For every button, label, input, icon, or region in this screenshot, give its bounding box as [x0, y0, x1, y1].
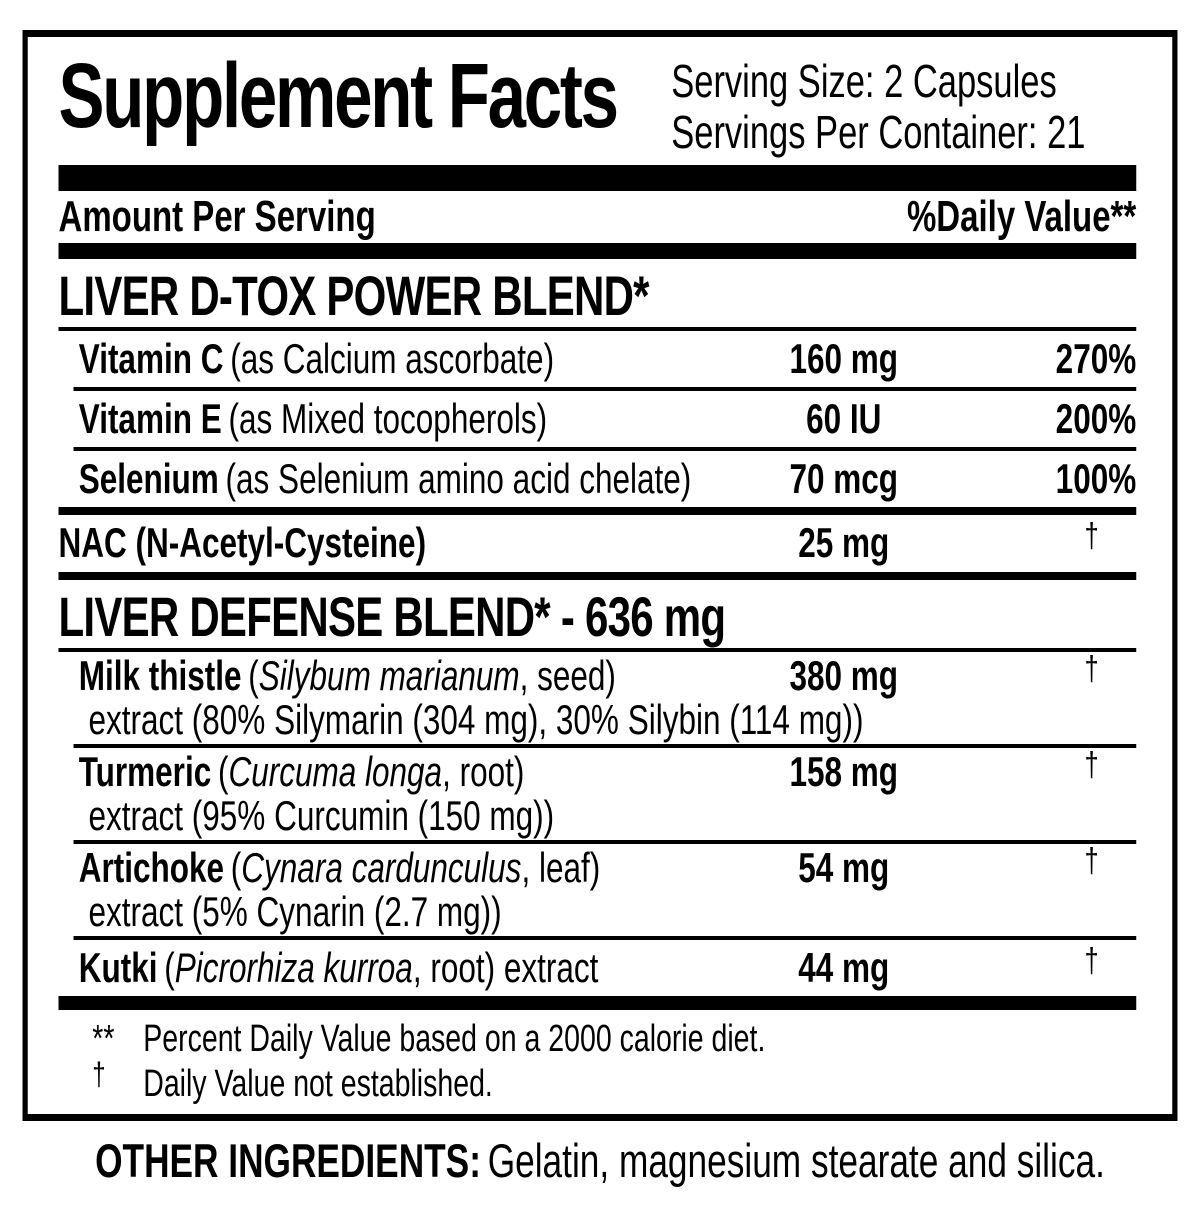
footnote-not-established: † Daily Value not established. [92, 1056, 493, 1106]
daily-value-label: %Daily Value** [906, 192, 1137, 242]
divider-heavy [58, 507, 1137, 516]
dagger-symbol: † [1084, 517, 1099, 556]
supplement-facts-panel: Supplement Facts Serving Size: 2 Capsule… [22, 30, 1178, 1121]
footnote-daily-value: ** Percent Daily Value based on a 2000 c… [92, 1018, 766, 1061]
ingredient-daily-value: † [964, 517, 1137, 565]
ingredient-name: Selenium (as Selenium amino acid chelate) [78, 455, 692, 503]
ingredient-daily-value: † [964, 841, 1137, 890]
table-row: Kutki (Picrorhiza kurroa, root) extract 4… [59, 940, 1137, 996]
divider-thin [73, 447, 1137, 452]
amount-per-serving-label: Amount Per Serving [58, 192, 376, 242]
latin-name: Silybum marianum [258, 651, 520, 699]
other-ingredients-label: OTHER INGREDIENTS: [95, 1133, 481, 1187]
ingredient-amount: 380 mg [789, 651, 899, 699]
divider-medium [58, 243, 1137, 260]
label-scale-wrapper: Supplement Facts Serving Size: 2 Capsule… [0, 30, 1200, 1187]
double-asterisk-marker: ** [92, 1018, 115, 1061]
footnotes: ** Percent Daily Value based on a 2000 c… [59, 1010, 1137, 1114]
ingredient-name: NAC (N-Acetyl-Cysteine) [58, 519, 427, 567]
divider-thin [73, 743, 1137, 748]
ingredient-name: Turmeric (Curcuma longa, root) [78, 747, 525, 795]
ingredient-amount: 70 mcg [789, 455, 899, 503]
table-row: Vitamin E (as Mixed tocopherols) 60 IU 20… [59, 391, 1137, 447]
section-title-dtox-blend: LIVER D-TOX POWER BLEND* [58, 264, 650, 328]
divider-thin [73, 839, 1137, 844]
table-row: Selenium (as Selenium amino acid chelate)… [59, 451, 1137, 507]
other-ingredients: OTHER INGREDIENTS: Gelatin, magnesium ste… [0, 1135, 1200, 1187]
ingredient-amount: 60 IU [806, 395, 882, 443]
other-ingredients-text: Gelatin, magnesium stearate and silica. [487, 1133, 1105, 1187]
divider-heavy [58, 571, 1137, 580]
dagger-marker: † [92, 1056, 106, 1093]
ingredient-name: Kutki (Picrorhiza kurroa, root) extract [78, 944, 599, 992]
divider-heavy [58, 996, 1137, 1011]
table-row: Milk thistle (Silybum marianum, seed) 380… [59, 649, 1137, 744]
table-row: Artichoke (Cynara cardunculus, leaf) 54 m… [59, 841, 1137, 936]
ingredient-daily-value: † [964, 649, 1137, 698]
latin-name: Picrorhiza kurroa [174, 944, 413, 992]
ingredient-daily-value: 100% [1055, 455, 1137, 503]
ingredient-daily-value: 270% [1055, 335, 1137, 383]
ingredient-daily-value: 200% [1055, 395, 1137, 443]
dagger-symbol: † [1084, 841, 1099, 880]
ingredient-extract-detail: extract (95% Curcumin (150 mg)) [88, 791, 555, 839]
column-headers: Amount Per Serving %Daily Value** [59, 191, 1137, 243]
divider-thin [73, 936, 1137, 941]
ingredient-amount: 44 mg [798, 944, 890, 992]
ingredient-daily-value: † [964, 745, 1137, 794]
table-row: Vitamin C (as Calcium ascorbate) 160 mg 2… [59, 331, 1137, 387]
ingredient-amount: 25 mg [798, 519, 890, 567]
divider-thin [58, 327, 1137, 332]
ingredient-name: Milk thistle (Silybum marianum, seed) [78, 651, 616, 699]
ingredient-amount: 160 mg [789, 335, 899, 383]
ingredient-amount: 158 mg [789, 747, 899, 795]
serving-info: Serving Size: 2 Capsules Servings Per Co… [671, 50, 1136, 157]
latin-name: Curcuma longa [228, 747, 443, 795]
table-row: Turmeric (Curcuma longa, root) 158 mg † e… [59, 745, 1137, 840]
servings-per-container: Servings Per Container: 21 [671, 105, 1086, 158]
latin-name: Cynara cardunculus [241, 843, 522, 891]
divider-thin [73, 387, 1137, 392]
ingredient-name: Vitamin E (as Mixed tocopherols) [78, 395, 548, 443]
table-row: NAC (N-Acetyl-Cysteine) 25 mg † [59, 515, 1137, 571]
ingredient-name: Vitamin C (as Calcium ascorbate) [78, 335, 555, 383]
panel-header: Supplement Facts Serving Size: 2 Capsule… [59, 50, 1137, 157]
supplement-facts-title: Supplement Facts [58, 45, 620, 147]
divider-thin [58, 647, 1137, 652]
dagger-symbol: † [1084, 649, 1099, 688]
serving-size: Serving Size: 2 Capsules [671, 55, 1057, 107]
ingredient-amount: 54 mg [798, 843, 890, 891]
ingredient-extract-detail: extract (80% Silymarin (304 mg), 30% Sil… [88, 695, 864, 743]
dagger-symbol: † [1084, 745, 1099, 784]
section-title-defense-blend: LIVER DEFENSE BLEND* - 636 mg [58, 584, 726, 648]
ingredient-name: Artichoke (Cynara cardunculus, leaf) [78, 843, 601, 891]
divider-heavy [58, 165, 1137, 192]
ingredient-extract-detail: extract (5% Cynarin (2.7 mg)) [88, 888, 502, 936]
ingredient-daily-value: † [964, 942, 1137, 990]
dagger-symbol: † [1084, 942, 1099, 981]
